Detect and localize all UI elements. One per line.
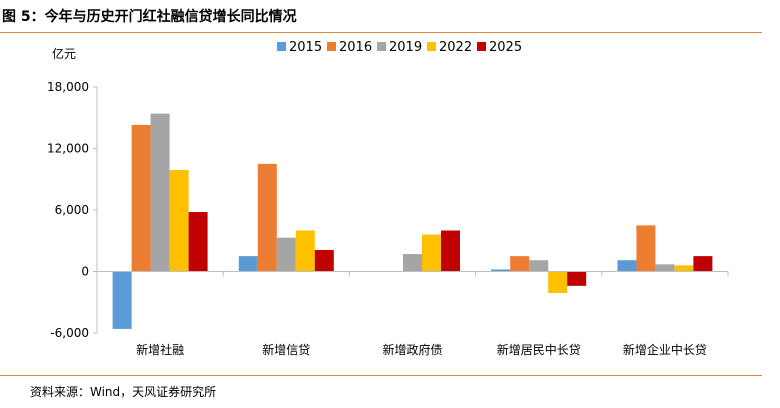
- legend-swatch-2019: [377, 42, 386, 51]
- legend-label-2022: 2022: [439, 40, 472, 55]
- legend-label-2025: 2025: [489, 40, 522, 55]
- bar-2022-3: [422, 234, 441, 272]
- figure-title: 图 5：今年与历史开门红社融信贷增长同比情况: [2, 9, 297, 25]
- x-tick-label: 新增信贷: [262, 342, 310, 357]
- source-note: 资料来源：Wind，天风证券研究所: [30, 385, 217, 399]
- bar-2022-5: [674, 265, 694, 272]
- bar-2015-1: [112, 271, 132, 329]
- bar-2016-5: [636, 225, 656, 272]
- top-rule: [0, 32, 762, 33]
- bottom-rule: [0, 375, 762, 376]
- bar-2022-4: [548, 271, 568, 294]
- legend-swatch-2025: [477, 42, 486, 51]
- legend-label-2019: 2019: [389, 40, 422, 55]
- bar-2025-1: [188, 212, 208, 272]
- bar-2016-4: [510, 256, 530, 272]
- bar-2019-2: [276, 237, 296, 272]
- bar-2015-2: [238, 256, 258, 272]
- legend-swatch-2016: [327, 42, 336, 51]
- y-tick-label: -6,000: [50, 326, 89, 340]
- bar-2019-5: [655, 264, 675, 272]
- x-tick-label: 新增社融: [136, 342, 184, 357]
- legend: 2015 2016 2019 2022 2025: [277, 40, 522, 55]
- y-tick-label: 18,000: [47, 80, 89, 94]
- bar-2019-4: [529, 260, 549, 272]
- legend-label-2015: 2015: [289, 40, 322, 55]
- bar-2019-3: [403, 254, 422, 272]
- x-tick-label: 新增政府债: [382, 342, 442, 357]
- bar-2025-2: [314, 249, 334, 272]
- y-tick-label: 6,000: [55, 203, 89, 217]
- bar-2025-4: [567, 271, 587, 286]
- bar-2015-5: [617, 260, 637, 272]
- x-tick-label: 新增企业中长贷: [623, 342, 707, 357]
- legend-swatch-2022: [427, 42, 436, 51]
- bar-2016-1: [131, 124, 151, 272]
- legend-label-2016: 2016: [339, 40, 372, 55]
- bars: [112, 113, 713, 329]
- y-axis-unit-label: 亿元: [52, 46, 76, 61]
- x-tick-label: 新增居民中长贷: [497, 342, 581, 357]
- bar-2019-1: [150, 113, 170, 272]
- bar-2022-1: [169, 170, 189, 272]
- y-axis: -6,000 0 6,000 12,000 18,000: [47, 80, 97, 340]
- bar-2022-2: [295, 230, 315, 272]
- y-tick-label: 12,000: [47, 142, 89, 156]
- legend-swatch-2015: [277, 42, 286, 51]
- bar-2015-4: [491, 269, 511, 272]
- bar-2025-3: [441, 230, 460, 272]
- bar-2025-5: [693, 256, 713, 272]
- bar-2016-2: [257, 163, 277, 272]
- y-tick-label: 0: [81, 265, 89, 279]
- x-axis: 新增社融 新增信贷 新增政府债 新增居民中长贷 新增企业中长贷: [136, 271, 729, 357]
